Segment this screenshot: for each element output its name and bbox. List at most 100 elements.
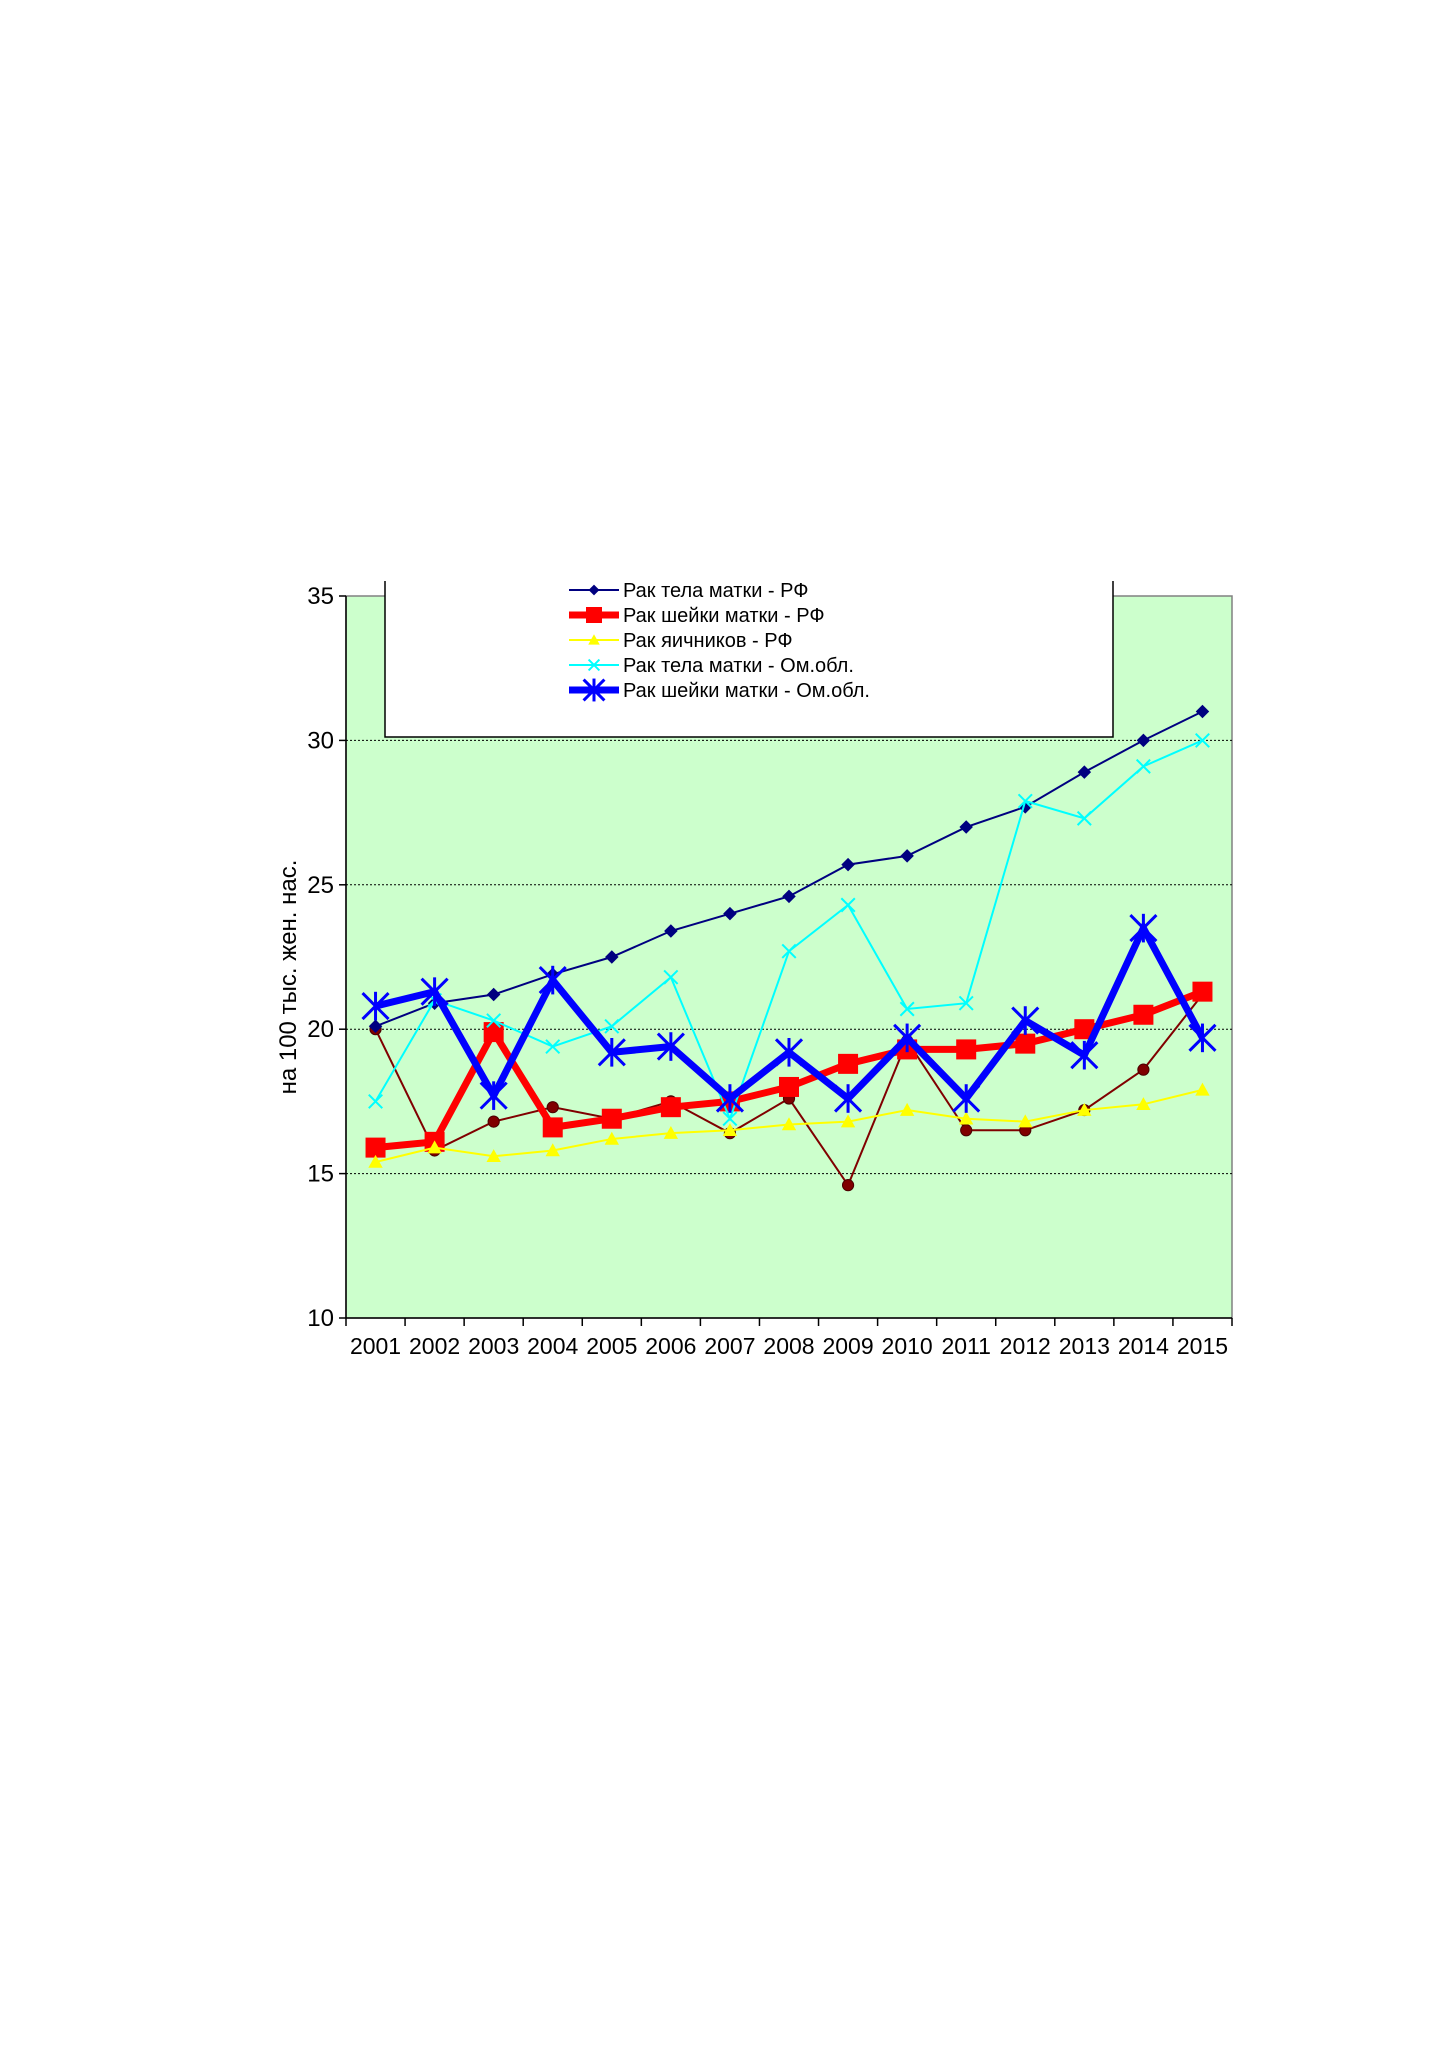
data-point [1195, 732, 1210, 748]
data-point [834, 1084, 863, 1113]
legend-label: Рак шейки матки - Ом.обл. [623, 680, 870, 702]
marker-square [779, 1076, 799, 1097]
data-point [368, 1019, 383, 1034]
marker-triangle [840, 1114, 856, 1128]
marker-circle [487, 1115, 500, 1128]
marker-square [956, 1039, 977, 1060]
x-tick-label: 2011 [941, 1333, 990, 1359]
data-point [840, 1114, 856, 1128]
marker-triangle [545, 1143, 560, 1157]
x-tick-label: 2012 [1000, 1333, 1051, 1359]
data-point [841, 857, 855, 872]
data-point [486, 1149, 501, 1163]
marker-triangle [959, 1111, 974, 1125]
data-point [959, 820, 973, 834]
marker-triangle [604, 1131, 619, 1145]
data-point [1011, 1006, 1040, 1035]
marker-x-stroke [368, 1093, 383, 1109]
data-point [542, 1117, 563, 1138]
marker-diamond [959, 820, 973, 834]
data-point [1077, 1102, 1092, 1116]
data-point [538, 965, 567, 995]
data-point [1188, 1023, 1217, 1053]
x-tick-label: 2005 [586, 1333, 637, 1359]
marker-diamond [1077, 765, 1092, 779]
data-point [420, 977, 449, 1006]
marker-x-stroke [1135, 758, 1151, 774]
data-point [588, 634, 600, 645]
marker-square [601, 1108, 622, 1129]
data-point [956, 1039, 977, 1060]
data-point [1070, 1040, 1099, 1070]
data-point [1017, 793, 1033, 809]
data-point [597, 1038, 626, 1067]
marker-square [365, 1137, 386, 1158]
marker-triangle [1195, 1082, 1210, 1096]
data-point [1195, 704, 1210, 719]
marker-square [660, 1097, 681, 1118]
x-tick-label: 2001 [350, 1333, 401, 1359]
data-point [781, 943, 797, 959]
data-point [958, 995, 974, 1011]
data-point [427, 1140, 442, 1154]
data-point [582, 678, 606, 702]
x-tick-label: 2008 [763, 1333, 814, 1359]
y-tick-label: 10 [307, 1305, 334, 1332]
marker-x-stroke [663, 969, 679, 985]
data-point [479, 1081, 508, 1110]
legend-label: Рак шейки матки - РФ [623, 605, 825, 627]
marker-square [586, 607, 602, 623]
data-point [656, 1032, 685, 1061]
data-point [546, 1101, 559, 1114]
data-point [722, 1123, 738, 1137]
marker-diamond [1136, 733, 1151, 748]
data-point [601, 1108, 622, 1129]
data-point [1129, 913, 1158, 943]
x-tick-label: 2009 [822, 1333, 873, 1359]
x-tick-label: 2004 [527, 1333, 578, 1359]
legend-label: Рак тела матки - РФ [623, 580, 808, 602]
y-tick-label: 15 [307, 1161, 334, 1188]
marker-x-stroke [840, 897, 856, 913]
marker-diamond [1195, 704, 1210, 719]
marker-x-stroke [1017, 793, 1033, 809]
y-tick-label: 30 [307, 727, 334, 754]
data-point [587, 658, 601, 672]
data-point [664, 924, 678, 938]
marker-diamond [588, 584, 600, 596]
data-point [1015, 1033, 1036, 1054]
marker-square [1074, 1019, 1095, 1040]
marker-square [542, 1117, 563, 1138]
marker-x-stroke [1195, 732, 1210, 748]
legend-label: Рак тела матки - Ом.обл. [623, 655, 854, 677]
data-point [1135, 758, 1151, 774]
data-point [1074, 1019, 1095, 1040]
marker-diamond [782, 889, 796, 904]
data-point [1133, 1004, 1154, 1025]
marker-square [1133, 1004, 1154, 1025]
marker-triangle [722, 1123, 738, 1137]
data-point [1192, 981, 1213, 1002]
x-tick-label: 2002 [409, 1333, 460, 1359]
marker-x-stroke [604, 1018, 620, 1034]
data-point [774, 1038, 804, 1067]
marker-x-stroke [781, 943, 797, 959]
marker-x-stroke [545, 1039, 561, 1054]
data-point [663, 1125, 679, 1139]
data-point [586, 607, 602, 623]
data-point [486, 987, 501, 1002]
marker-x-stroke [587, 658, 601, 672]
marker-diamond [664, 924, 678, 938]
x-tick-label: 2013 [1059, 1333, 1110, 1359]
data-point [781, 1117, 797, 1131]
marker-triangle [486, 1149, 501, 1163]
data-point [900, 849, 914, 863]
y-tick-label: 25 [307, 872, 334, 899]
data-point [545, 1143, 560, 1157]
data-point [779, 1076, 799, 1097]
marker-triangle [1136, 1097, 1151, 1111]
x-tick-label: 2006 [645, 1333, 696, 1359]
data-point [841, 1179, 855, 1192]
legend-top-mask [384, 560, 1114, 581]
